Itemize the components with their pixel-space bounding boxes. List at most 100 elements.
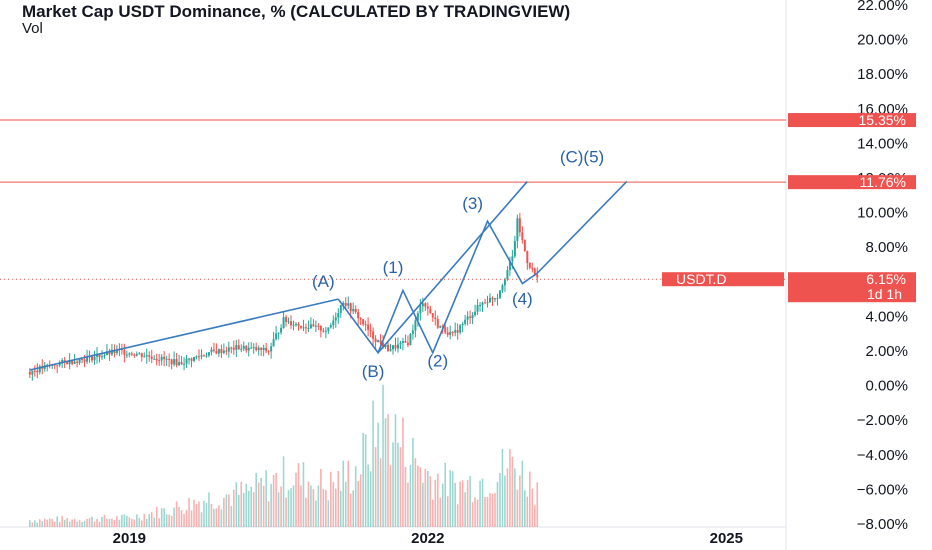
volume-bar: [93, 521, 96, 527]
candle-body: [105, 351, 108, 356]
candle-body: [354, 308, 357, 313]
volume-bar: [282, 456, 285, 527]
candle-body: [469, 316, 472, 318]
volume-bar: [163, 508, 165, 527]
candle-body: [424, 303, 427, 307]
candle-body: [444, 326, 447, 333]
candle-body: [464, 319, 467, 324]
current-price-tag: [788, 272, 916, 303]
volume-bar: [96, 518, 98, 527]
time-axis[interactable]: 2019 2022 2025: [113, 530, 743, 547]
volume-bar: [240, 481, 243, 527]
volume-bar: [225, 494, 228, 527]
volume-bar: [332, 482, 335, 527]
candle-body: [148, 355, 151, 357]
volume-bar: [230, 505, 233, 527]
candle-body: [484, 302, 487, 304]
volume-bar: [138, 518, 141, 527]
volume-bar: [66, 517, 68, 527]
volume-bar: [384, 418, 387, 527]
volume-bar: [461, 480, 464, 527]
candle-body: [436, 319, 439, 328]
candle-body: [81, 358, 84, 360]
volume-bar: [526, 496, 529, 527]
volume-bar: [277, 492, 280, 527]
candle-body: [145, 355, 148, 357]
candle-body: [205, 355, 208, 357]
candle-body: [367, 324, 370, 330]
candle-body: [207, 352, 210, 356]
candle-body: [531, 267, 534, 269]
volume-bar: [165, 514, 168, 527]
volume-bar: [173, 507, 175, 527]
candle-body: [394, 345, 397, 349]
volume-bar: [399, 447, 402, 527]
volume-bar: [456, 504, 459, 527]
volume-bar: [315, 500, 317, 527]
candle-body: [496, 297, 499, 299]
candle-body: [185, 358, 188, 364]
candle-body: [501, 285, 504, 291]
candle-body: [158, 360, 161, 362]
candle-body: [123, 349, 126, 355]
volume-bar: [379, 458, 382, 527]
candle-body: [459, 325, 462, 333]
volume-bar: [504, 475, 506, 527]
candle-body: [364, 324, 367, 326]
candle-body: [38, 366, 41, 373]
candle-body: [247, 347, 250, 351]
volume-bar: [382, 384, 384, 527]
candle-body: [130, 353, 133, 355]
volume-bar: [148, 514, 151, 527]
volume-bar: [325, 489, 327, 527]
volume-bar: [501, 449, 504, 527]
candle-body: [242, 345, 245, 349]
volume-bar: [533, 505, 536, 527]
candle-body: [160, 356, 163, 361]
candle-body: [461, 323, 464, 326]
volume-bar: [106, 518, 108, 527]
candle-body: [533, 268, 536, 275]
volume-bar: [36, 522, 39, 527]
candle-body: [180, 362, 183, 364]
volume-bar: [285, 497, 287, 527]
candle-body: [292, 324, 295, 326]
volume-bar: [297, 463, 300, 527]
volume-bar: [188, 497, 190, 527]
wave-label: (2): [427, 352, 448, 371]
x-tick-label: 2022: [411, 530, 444, 547]
volume-bar: [364, 434, 367, 527]
volume-bar: [369, 471, 372, 527]
volume-bar: [466, 480, 469, 527]
volume-bar: [116, 516, 118, 527]
horizontal-lines[interactable]: [0, 119, 786, 280]
candle-body: [317, 325, 320, 327]
volume-bar: [63, 519, 66, 527]
candle-body: [71, 359, 74, 364]
volume-bar: [436, 473, 439, 527]
candle-body: [474, 311, 477, 316]
candle-body: [399, 342, 402, 345]
candle-body: [426, 306, 429, 309]
volume-bar: [287, 489, 290, 527]
price-axis[interactable]: 22.00%20.00%18.00%16.00%14.00%12.00%10.0…: [857, 0, 908, 533]
volume-bar: [257, 482, 260, 527]
volume-bar: [73, 518, 76, 527]
volume-bar: [439, 497, 442, 527]
volume-bar: [529, 471, 531, 527]
elliott-wave-drawing[interactable]: [29, 180, 628, 371]
volume-bar: [536, 482, 539, 527]
candle-body: [327, 327, 330, 331]
candle-body: [68, 359, 71, 365]
candle-body: [103, 355, 106, 357]
volume-bar: [310, 485, 312, 527]
volume-bar: [81, 521, 83, 527]
candle-body: [406, 342, 409, 346]
volume-bar: [31, 522, 34, 527]
volume-bar: [68, 521, 71, 527]
candle-body: [265, 347, 268, 352]
candle-body: [431, 313, 434, 318]
candle-body: [222, 350, 225, 353]
candle-body: [299, 325, 302, 328]
